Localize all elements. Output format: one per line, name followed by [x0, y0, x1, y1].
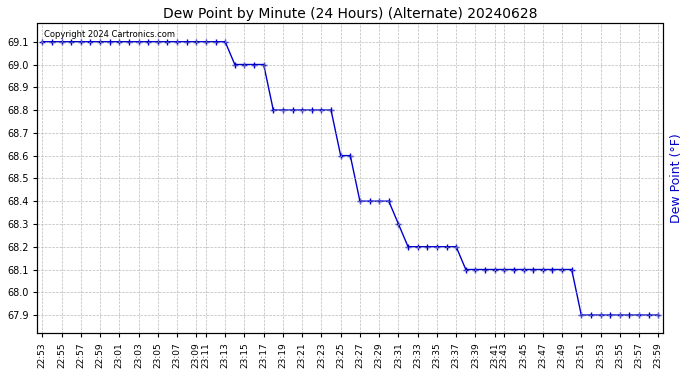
Y-axis label: Dew Point (°F): Dew Point (°F) [670, 134, 683, 223]
Title: Dew Point by Minute (24 Hours) (Alternate) 20240628: Dew Point by Minute (24 Hours) (Alternat… [163, 7, 538, 21]
Text: Copyright 2024 Cartronics.com: Copyright 2024 Cartronics.com [43, 30, 175, 39]
